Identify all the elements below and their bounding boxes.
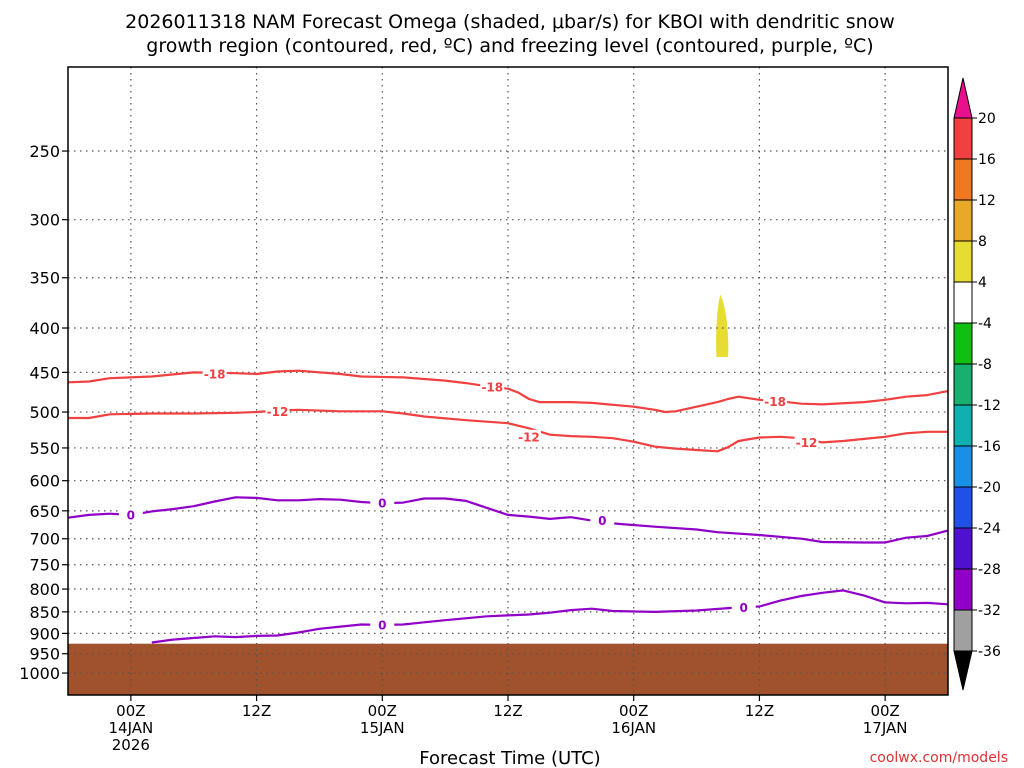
contour-label-bg-2-0 (118, 507, 143, 522)
colorbar-segment-8 (953, 445, 973, 488)
contour-label-1-2: -12 (796, 436, 818, 450)
colorbar-label-1: 16 (978, 152, 996, 168)
colorbar-segment-10 (953, 527, 973, 570)
y-tick-label-1000: 1000 (19, 664, 60, 683)
plot-area: -18 -18 -18 -12 -12 -12 0 0 0 0 0 (67, 66, 949, 696)
colorbar-segment-7 (953, 404, 973, 447)
colorbar-label-4: 4 (978, 275, 987, 291)
x-tick-label-18-0: 12Z (242, 702, 271, 720)
colorbar-segment-5 (953, 322, 973, 365)
colorbar-label-11: -28 (978, 562, 1001, 578)
colorbar-label-5: -4 (978, 316, 992, 332)
x-tick-label-6-0: 00Z (116, 702, 145, 720)
contour-label-bg-1-0 (265, 404, 290, 419)
colorbar-label-7: -12 (978, 398, 1001, 414)
x-tick-label-54-1: 16JAN (611, 719, 656, 737)
x-tick-label-78-1: 17JAN (863, 719, 908, 737)
x-tick-label-78-0: 00Z (870, 702, 899, 720)
x-tick-label-30-0: 00Z (368, 702, 397, 720)
contour-line-2 (67, 496, 949, 544)
colorbar-label-0: 20 (978, 111, 996, 127)
contour-label-1-1: -12 (518, 430, 540, 444)
y-tick-label-800: 800 (29, 580, 60, 599)
contour-label-bg-1-1 (516, 429, 541, 444)
y-tick-label-250: 250 (29, 142, 60, 161)
contour-label-bg-3-0 (370, 617, 395, 632)
y-tick-label-700: 700 (29, 530, 60, 549)
y-tick-label-750: 750 (29, 556, 60, 575)
y-tick-label-950: 950 (29, 645, 60, 664)
x-tick-label-66-0: 12Z (745, 702, 774, 720)
y-tick-label-500: 500 (29, 403, 60, 422)
terrain-fill (68, 643, 948, 695)
colorbar-segment-6 (953, 363, 973, 406)
contour-label-bg-2-2 (590, 513, 615, 528)
colorbar: 20 16 12 8 4 -4 -8 -12 -16 -20 -24 -28 -32 -36 (953, 77, 1001, 691)
chart-title-line-2: growth region (contoured, red, ºC) and f… (146, 35, 873, 57)
contour-label-bg-0-2 (763, 394, 788, 409)
contour-line-3 (151, 589, 949, 644)
contour-label-0-2: -18 (764, 395, 786, 409)
contour-line-1 (68, 408, 948, 453)
contour-label-1-0: -12 (267, 405, 289, 419)
colorbar-label-2: 12 (978, 193, 996, 209)
contour-label-bg-2-1 (370, 496, 395, 511)
y-axis-ticks: 250 300 350 400 450 500 550 600 650 700 750 800 850 9… (19, 142, 68, 683)
colorbar-label-3: 8 (978, 234, 987, 250)
x-tick-label-6-1: 14JAN (108, 719, 153, 737)
x-tick-label-54-0: 00Z (619, 702, 648, 720)
colorbar-segment-11 (953, 568, 973, 611)
colorbar-segment-12 (953, 609, 973, 652)
plot-frame (67, 66, 949, 696)
y-tick-label-300: 300 (29, 211, 60, 230)
y-tick-label-550: 550 (29, 439, 60, 458)
contour-line-0 (67, 369, 949, 414)
x-tick-label-42-0: 12Z (493, 702, 522, 720)
chart-title-line-1: 2026011318 NAM Forecast Omega (shaded, μ… (125, 11, 895, 33)
contour-label-bg-1-2 (794, 435, 819, 450)
y-tick-label-400: 400 (29, 319, 60, 338)
y-tick-label-600: 600 (29, 472, 60, 491)
y-tick-label-350: 350 (29, 269, 60, 288)
colorbar-label-12: -32 (978, 603, 1001, 619)
colorbar-segment-1 (953, 158, 973, 201)
colorbar-segment-2 (953, 199, 973, 242)
credit-text: coolwx.com/models (870, 750, 1008, 766)
contour-label-2-2: 0 (598, 514, 606, 528)
y-tick-label-450: 450 (29, 363, 60, 382)
colorbar-label-6: -8 (978, 357, 992, 373)
contour-label-0-0: -18 (204, 368, 226, 382)
omega-shade-0 (716, 294, 729, 357)
colorbar-segment-4 (953, 281, 973, 324)
contour-label-bg-3-1 (731, 600, 756, 615)
colorbar-label-10: -24 (978, 521, 1001, 537)
y-tick-label-900: 900 (29, 624, 60, 643)
colorbar-segment-3 (953, 240, 973, 283)
x-tick-label-30-1: 15JAN (360, 719, 405, 737)
contour-label-3-0: 0 (378, 618, 386, 632)
colorbar-top-triangle (953, 77, 973, 119)
x-tick-label-6-2: 2026 (112, 736, 150, 754)
contour-label-2-1: 0 (378, 497, 386, 511)
y-tick-label-650: 650 (29, 502, 60, 521)
colorbar-segment-9 (953, 486, 973, 529)
x-axis-title: Forecast Time (UTC) (419, 748, 600, 768)
y-tick-label-850: 850 (29, 603, 60, 622)
contour-label-bg-0-1 (480, 380, 505, 395)
colorbar-bottom-triangle (953, 650, 973, 691)
colorbar-label-8: -16 (978, 439, 1001, 455)
contour-label-bg-0-0 (202, 367, 227, 382)
colorbar-label-9: -20 (978, 480, 1001, 496)
colorbar-segment-0 (953, 117, 973, 160)
contour-label-3-1: 0 (740, 601, 748, 615)
contour-label-0-1: -18 (481, 381, 503, 395)
colorbar-label-13: -36 (978, 644, 1001, 660)
contour-label-2-0: 0 (127, 508, 135, 522)
